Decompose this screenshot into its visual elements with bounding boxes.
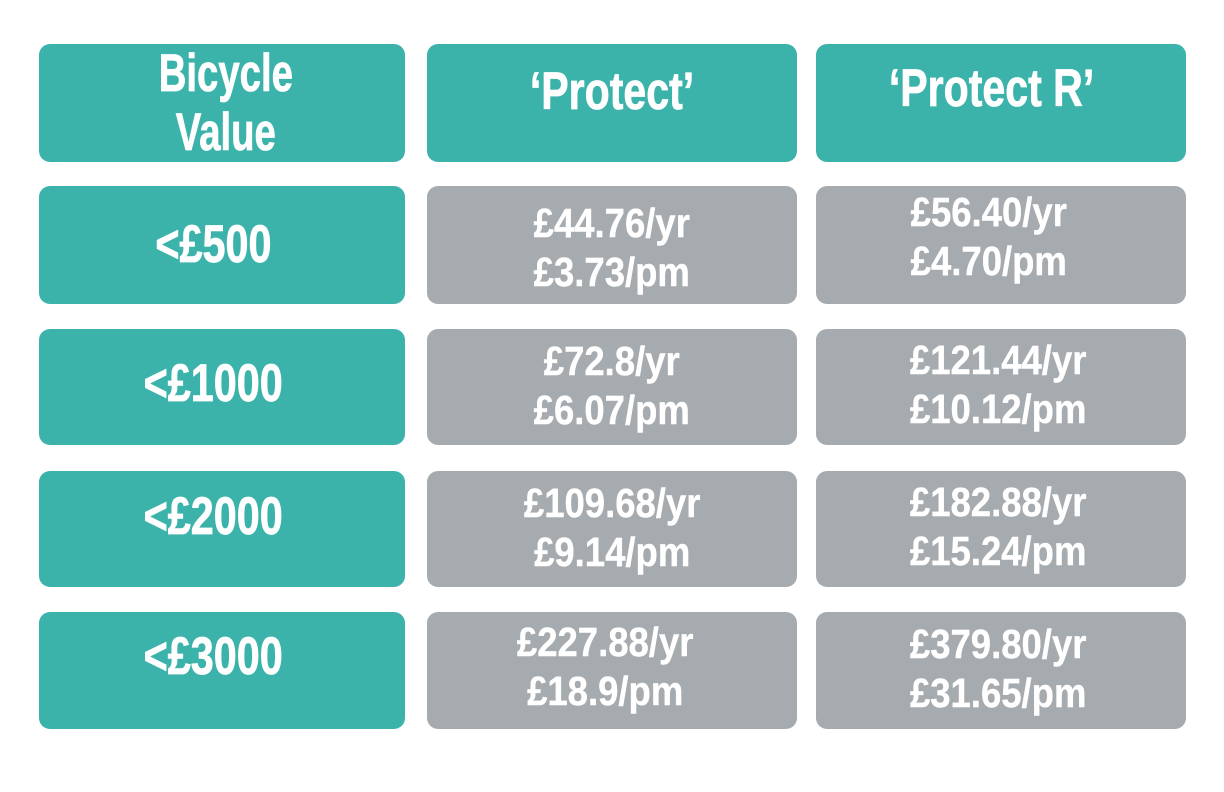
header-protect-label: ‘Protect’	[529, 62, 695, 121]
header-protect-r-label: ‘Protect R’	[889, 59, 1095, 118]
header-bicycle-value-label: Bicycle Value	[158, 44, 294, 163]
row-1000-protect-r-year-line: £121.44/yr	[909, 337, 1087, 383]
row-500-protect-r-price-label: £56.40/yr £4.70/pm	[910, 188, 1068, 286]
row-1000-protect-r-price-label: £121.44/yr £10.12/pm	[910, 336, 1087, 434]
row-500-protect-r-year-line: £56.40/yr	[910, 189, 1068, 235]
row-3000-value-label: <£3000	[143, 626, 283, 686]
row-2000-protect-price-label: £109.68/yr £9.14/pm	[524, 479, 701, 577]
row-2000-protect-r-month-line: £15.24/pm	[909, 528, 1087, 574]
row-2000-protect-month-line: £9.14/pm	[533, 529, 691, 575]
row-3000-protect-r-year-line: £379.80/yr	[909, 620, 1087, 667]
row-3000-protect-r-month-line: £31.65/pm	[909, 669, 1087, 716]
row-3000-protect-r-price: £379.80/yr £31.65/pm	[816, 612, 1186, 729]
header-bicycle-line2: Value	[175, 103, 277, 163]
row-2000-protect-r-price-label: £182.88/yr £15.24/pm	[910, 478, 1087, 576]
row-500-value: <£500	[39, 186, 405, 304]
row-500-protect-year-line: £44.76/yr	[533, 200, 691, 246]
header-bicycle-line1: Bicycle	[158, 44, 294, 104]
row-2000-value: <£2000	[39, 471, 405, 587]
row-3000-protect-year-line: £227.88/yr	[516, 618, 694, 665]
header-bicycle-value: Bicycle Value	[39, 44, 405, 162]
row-3000-value: <£3000	[39, 612, 405, 729]
row-1000-protect-year-line: £72.8/yr	[544, 338, 680, 384]
row-2000-protect-year-line: £109.68/yr	[523, 480, 701, 526]
row-500-value-label: <£500	[154, 215, 272, 274]
row-2000-protect-price: £109.68/yr £9.14/pm	[427, 471, 797, 587]
row-500-protect-r-month-line: £4.70/pm	[910, 238, 1068, 284]
row-500-protect-price-label: £44.76/yr £3.73/pm	[533, 199, 691, 297]
header-protect: ‘Protect’	[427, 44, 797, 162]
row-1000-value-label: <£1000	[143, 354, 283, 413]
row-1000-protect-r-month-line: £10.12/pm	[909, 386, 1087, 432]
row-500-protect-month-line: £3.73/pm	[533, 249, 691, 295]
row-1000-protect-price-label: £72.8/yr £6.07/pm	[533, 337, 691, 435]
header-protect-r: ‘Protect R’	[816, 44, 1186, 162]
row-2000-value-label: <£2000	[143, 487, 283, 546]
row-1000-protect-r-price: £121.44/yr £10.12/pm	[816, 329, 1186, 445]
row-500-protect-price: £44.76/yr £3.73/pm	[427, 186, 797, 304]
row-1000-protect-price: £72.8/yr £6.07/pm	[427, 329, 797, 445]
row-500-protect-r-price: £56.40/yr £4.70/pm	[816, 186, 1186, 304]
row-3000-protect-price-label: £227.88/yr £18.9/pm	[517, 618, 694, 716]
row-3000-protect-price: £227.88/yr £18.9/pm	[427, 612, 797, 729]
row-2000-protect-r-year-line: £182.88/yr	[909, 479, 1087, 525]
row-2000-protect-r-price: £182.88/yr £15.24/pm	[816, 471, 1186, 587]
row-1000-protect-month-line: £6.07/pm	[533, 387, 691, 433]
row-3000-protect-month-line: £18.9/pm	[526, 667, 684, 714]
row-1000-value: <£1000	[39, 329, 405, 445]
row-3000-protect-r-price-label: £379.80/yr £31.65/pm	[910, 620, 1087, 718]
